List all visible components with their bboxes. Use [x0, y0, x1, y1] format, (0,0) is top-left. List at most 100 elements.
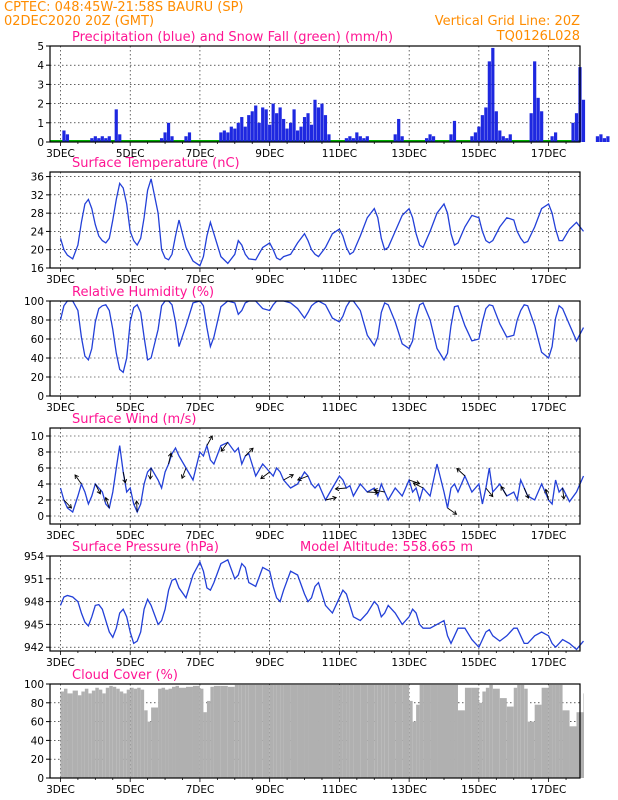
cloud-cover-bar	[77, 695, 82, 778]
cloud-cover-bar	[353, 684, 361, 778]
cloud-cover-bar	[304, 684, 309, 778]
y-tick-label: 40	[31, 735, 44, 747]
x-tick-label: 17DEC	[531, 784, 566, 796]
precip-bar	[226, 132, 230, 142]
cloud-cover-bar	[559, 684, 563, 778]
y-tick-label: 3	[37, 79, 44, 91]
cloud-cover-bar	[454, 684, 458, 778]
wind-arrow	[561, 487, 566, 500]
y-tick-label: 36	[31, 172, 45, 184]
x-tick-label: 17DEC	[531, 530, 566, 542]
x-tick-label: 7DEC	[186, 657, 215, 669]
y-tick-label: 1	[37, 118, 44, 130]
cloud-cover-bar	[583, 693, 584, 778]
cloud-cover-bar	[72, 690, 78, 778]
precip-bar	[236, 122, 240, 142]
cloud-cover-bar	[144, 710, 148, 778]
x-tick-label: 13DEC	[391, 530, 426, 542]
x-tick-label: 13DEC	[391, 657, 426, 669]
wind-arrow-shaft	[373, 489, 385, 493]
wind-arrow-head	[374, 489, 380, 495]
precip-bar	[107, 136, 111, 142]
cloud-cover-bar	[140, 689, 145, 778]
precip-bar	[159, 138, 164, 142]
cloud-cover-bar	[105, 687, 110, 778]
wind-arrow-shaft	[149, 467, 152, 479]
precip-bar	[498, 130, 502, 142]
cloud-cover-bar	[492, 688, 500, 778]
wind-arrow	[147, 467, 153, 480]
precip-bar	[309, 124, 314, 142]
header-grid-note: Vertical Grid Line: 20Z	[435, 14, 580, 29]
cloud-cover-bar	[412, 721, 417, 778]
x-tick-label: 7DEC	[186, 784, 215, 796]
precip-bar	[553, 132, 558, 142]
panel-title: Surface Temperature (nC)	[72, 156, 240, 171]
y-tick-label: 24	[31, 226, 45, 238]
precip-bar	[571, 122, 575, 142]
x-tick-label: 7DEC	[186, 148, 215, 160]
precip-bar	[344, 138, 348, 142]
panel-title: Precipitation (blue) and Snow Fall (gree…	[72, 30, 393, 45]
precip-bar	[393, 134, 397, 142]
x-tick-label: 5DEC	[116, 274, 145, 286]
x-tick-label: 5DEC	[116, 402, 145, 414]
precip-bar	[243, 126, 247, 142]
cloud-cover-bar	[126, 689, 131, 778]
cloud-cover-bar	[527, 721, 535, 778]
precip-bar	[424, 138, 429, 142]
precip-bar	[187, 132, 192, 142]
cloud-cover-bar	[102, 693, 106, 778]
x-tick-label: 9DEC	[255, 530, 284, 542]
cloud-cover-bar	[318, 684, 326, 778]
precip-bar	[323, 115, 328, 142]
cloud-cover-bar	[273, 684, 277, 778]
precip-bar	[529, 113, 533, 142]
wind-arrow	[500, 485, 508, 497]
wind-arrow	[167, 452, 173, 465]
cloud-cover-bar	[238, 684, 242, 778]
cloud-cover-bar	[388, 684, 396, 778]
series-line	[59, 441, 585, 514]
cloud-cover-bar	[213, 685, 221, 778]
cloud-cover-bar	[360, 684, 368, 778]
wind-arrow-shaft	[74, 474, 82, 485]
cloud-cover-bar	[130, 687, 134, 778]
y-tick-label: 2	[37, 99, 44, 111]
precip-bar	[501, 136, 505, 142]
wind-arrow-shaft	[456, 468, 466, 477]
y-tick-label: 80	[31, 315, 44, 327]
wind-arrow	[447, 507, 458, 515]
wind-arrow-head	[452, 510, 458, 515]
cloud-cover-bar	[482, 691, 486, 778]
cloud-cover-bar	[206, 700, 211, 778]
wind-arrow-head	[488, 492, 494, 498]
x-tick-label: 9DEC	[255, 402, 284, 414]
cloud-cover-bar	[562, 710, 570, 778]
cloud-cover-bar	[179, 687, 186, 778]
wind-arrow	[74, 474, 82, 485]
cloud-cover-bar	[485, 687, 490, 778]
wind-arrow-head	[289, 474, 295, 479]
wind-arrow-head	[412, 482, 418, 487]
wind-arrow-head	[260, 474, 265, 480]
wind-arrow-shaft	[94, 483, 101, 495]
x-tick-label: 11DEC	[322, 274, 357, 286]
cloud-cover-bar	[234, 684, 239, 778]
cloud-cover-bar	[311, 684, 315, 778]
header-station: CPTEC: 048:45W-21:58S BAURU (SP)	[4, 0, 244, 15]
y-tick-label: 20	[31, 372, 44, 384]
x-tick-label: 3DEC	[46, 274, 75, 286]
wind-arrow-head	[334, 486, 340, 492]
cloud-cover-bar	[419, 684, 424, 778]
wind-arrow	[104, 496, 110, 509]
wind-arrow-shaft	[260, 471, 270, 479]
precip-bar	[118, 134, 122, 142]
panel-4: Surface Wind (m/s) 0 2 4 6 8 10 3DEC 5DEC 7DEC 9DE…	[31, 412, 585, 542]
x-tick-label: 5DEC	[116, 657, 145, 669]
wind-arrow-shaft	[523, 487, 529, 499]
cloud-cover-bar	[478, 702, 483, 778]
precip-bar	[271, 103, 275, 142]
x-tick-label: 7DEC	[186, 402, 215, 414]
wind-arrow	[122, 471, 128, 484]
